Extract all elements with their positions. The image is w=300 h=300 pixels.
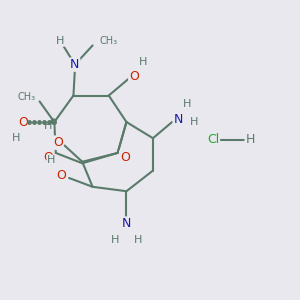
Text: H: H [183, 99, 191, 110]
Text: N: N [173, 112, 183, 126]
Text: CH₃: CH₃ [17, 92, 35, 102]
Text: O: O [129, 70, 139, 83]
Text: O: O [53, 136, 63, 149]
Text: O: O [44, 151, 53, 164]
Text: H: H [245, 133, 255, 146]
Text: H: H [47, 155, 56, 165]
Text: H: H [110, 235, 119, 245]
Text: N: N [122, 217, 131, 230]
Text: O: O [57, 169, 67, 182]
Text: O: O [19, 116, 28, 128]
Text: O: O [120, 151, 130, 164]
Text: H: H [56, 36, 64, 46]
Text: H: H [134, 235, 142, 245]
Text: N: N [70, 58, 80, 71]
Text: H: H [139, 57, 147, 67]
Text: Cl: Cl [207, 133, 219, 146]
Text: H: H [12, 133, 20, 143]
Text: H: H [190, 117, 198, 127]
Text: H: H [44, 122, 52, 131]
Text: CH₃: CH₃ [100, 36, 118, 46]
